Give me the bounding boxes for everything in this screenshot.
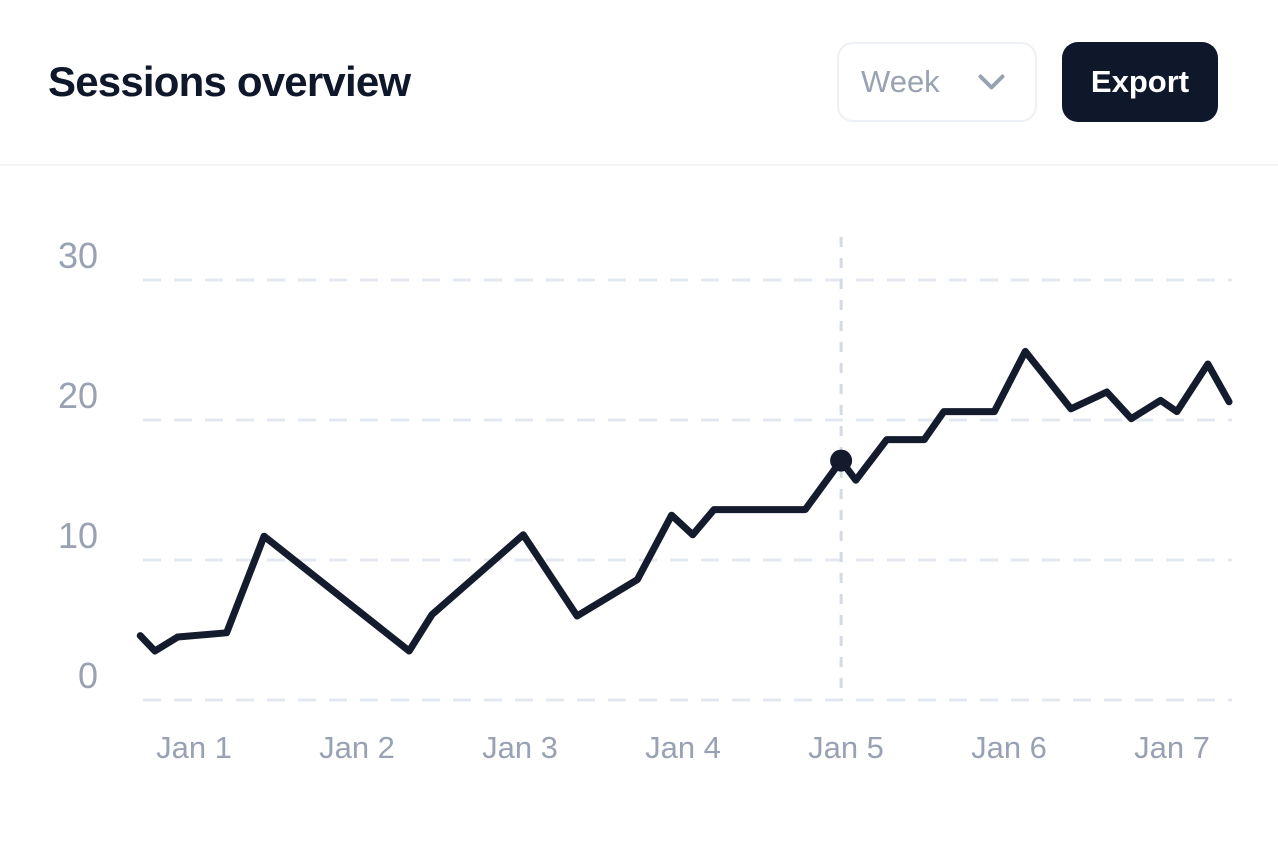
x-axis-tick-label: Jan 6 [971, 730, 1047, 765]
x-axis-tick-label: Jan 3 [482, 730, 558, 765]
x-axis-tick-label: Jan 2 [319, 730, 395, 765]
header-actions: Week Export [837, 42, 1218, 122]
export-button[interactable]: Export [1062, 42, 1218, 122]
page-title: Sessions overview [48, 58, 411, 105]
period-select[interactable]: Week [837, 42, 1037, 122]
chevron-down-icon [978, 74, 1005, 89]
period-select-value: Week [861, 64, 940, 99]
y-axis-tick-label: 30 [58, 235, 98, 276]
marker-dot [830, 449, 853, 472]
x-axis-tick-label: Jan 5 [808, 730, 884, 765]
card-header: Sessions overview Week Export [0, 0, 1278, 164]
header-divider [0, 164, 1278, 166]
y-axis-tick-label: 20 [58, 375, 98, 416]
x-axis-tick-label: Jan 7 [1134, 730, 1210, 765]
y-axis-tick-label: 10 [58, 515, 98, 556]
sessions-line [136, 347, 1233, 655]
y-axis-tick-label: 0 [78, 655, 98, 696]
x-axis-tick-label: Jan 1 [156, 730, 232, 765]
x-axis-tick-label: Jan 4 [645, 730, 721, 765]
